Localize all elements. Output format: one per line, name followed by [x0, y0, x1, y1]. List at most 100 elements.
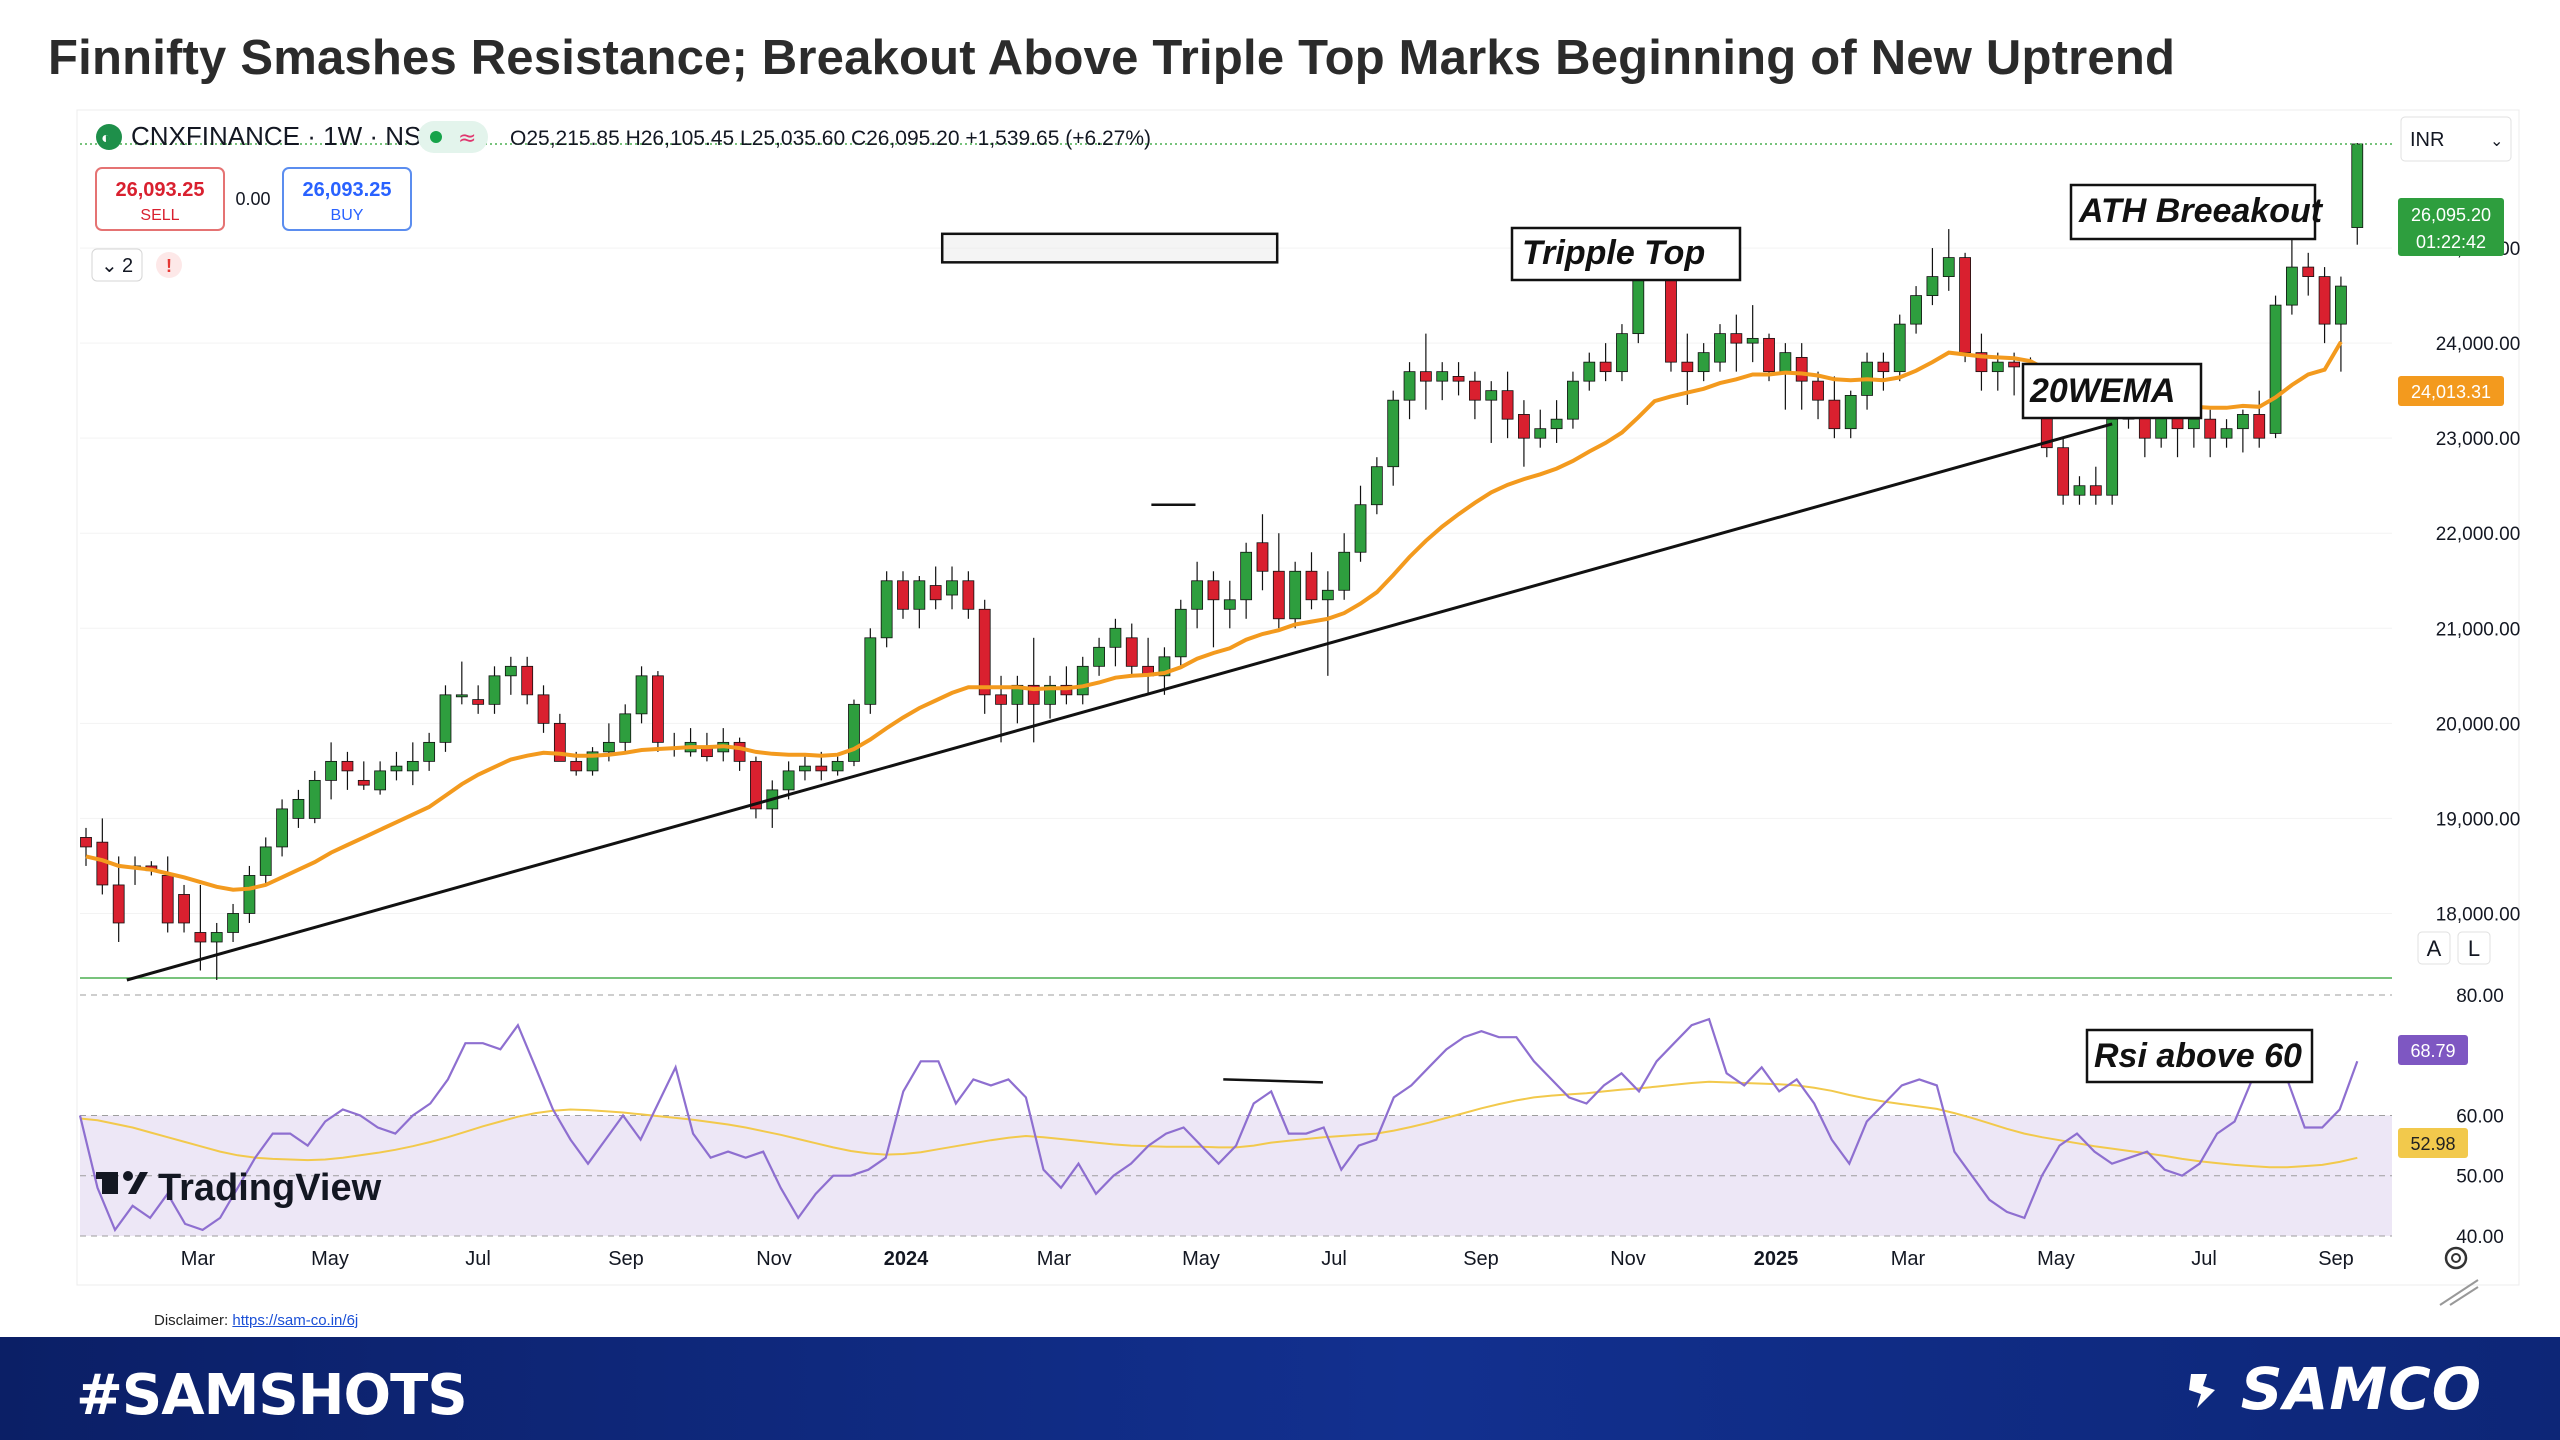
candle: [782, 761, 795, 800]
time-tick-label: Mar: [1891, 1248, 1926, 1270]
symbol-logo-icon: [96, 124, 122, 150]
candle-body-down: [2302, 266, 2315, 277]
disclaimer-link[interactable]: https://sam-co.in/6j: [232, 1312, 359, 1329]
candle: [488, 666, 501, 714]
ema-annotation[interactable]: 20WEMA: [2021, 362, 2203, 420]
candle: [2073, 476, 2086, 505]
candle: [1926, 248, 1939, 306]
indicator-count: 2: [122, 255, 133, 277]
ema-label: 20WEMA: [2029, 372, 2175, 410]
candle-body-down: [341, 760, 354, 772]
candle: [962, 571, 975, 619]
indicator-toggle[interactable]: ⌄ 2: [91, 248, 143, 282]
delay-icon: ≈: [458, 126, 476, 151]
candle: [1485, 381, 1498, 443]
buy-button[interactable]: 26,093.25 BUY: [282, 167, 412, 231]
settings-gear-icon[interactable]: [2444, 1246, 2468, 1270]
candle: [1452, 362, 1465, 396]
candle-body-up: [1910, 295, 1922, 325]
candle: [897, 571, 909, 619]
candle-body-up: [1076, 665, 1089, 696]
candle-body-up: [1534, 428, 1547, 439]
candle-body-up: [946, 580, 958, 596]
rsi-ma-line: [79, 1080, 2358, 1169]
candle-body-up: [1289, 570, 1302, 620]
ema-20-line: [85, 340, 2343, 892]
candle-body-up: [2335, 285, 2347, 325]
brand-logo[interactable]: SAMCO: [2185, 1355, 2482, 1423]
resistance-zone[interactable]: [940, 232, 1279, 264]
time-tick-label: May: [1182, 1248, 1220, 1270]
alert-icon[interactable]: !: [156, 252, 182, 278]
candle-body-up: [1436, 371, 1449, 382]
resize-handle-icon[interactable]: [2439, 1279, 2479, 1306]
trendline[interactable]: [126, 422, 2113, 982]
candle-body-down: [995, 694, 1007, 705]
tradingview-chart[interactable]: 18,000.00 19,000.00 20,000.00 21,000.00 22,0…: [0, 0, 2560, 1310]
buy-price: 26,093.25: [303, 179, 392, 201]
candle: [864, 628, 877, 714]
symbol-header: ◐ CNXFINANCE · 1W · NSE ≈ O25,215.85 H26…: [96, 121, 1151, 153]
candle-body-up: [1109, 627, 1122, 648]
rsi-tick-label: 40.00: [2456, 1227, 2504, 1248]
candle-body-up: [1616, 333, 1628, 373]
candle: [880, 571, 893, 648]
sell-button[interactable]: 26,093.25 SELL: [95, 167, 225, 231]
candle-body-down: [2057, 447, 2070, 496]
rsi-axis[interactable]: 40.00 50.00 60.00 80.00: [2456, 986, 2504, 1248]
candle: [1338, 533, 1351, 600]
candle: [1583, 352, 1596, 391]
candle: [1550, 400, 1563, 443]
candle: [1469, 371, 1481, 420]
candle: [1256, 514, 1269, 591]
log-scale-button[interactable]: L: [2457, 931, 2491, 965]
currency-select[interactable]: INR ⌄: [2400, 116, 2512, 162]
candle: [1599, 343, 1612, 382]
candle: [1207, 571, 1220, 648]
candle-body-up: [1697, 352, 1710, 373]
rsi-label: Rsi above 60: [2094, 1037, 2302, 1075]
candle: [243, 865, 256, 923]
candle-body-up: [227, 913, 239, 933]
candle-body-up: [1991, 361, 2004, 373]
auto-scale-button[interactable]: A: [2417, 931, 2451, 965]
candle: [325, 742, 338, 800]
candle: [733, 737, 746, 771]
candle: [1975, 333, 1988, 391]
candle: [652, 671, 664, 752]
candle-body-up: [1779, 352, 1792, 373]
price-tick-label: 23,000.00: [2436, 429, 2521, 450]
candle-body-up: [1583, 361, 1596, 382]
svg-text:◐: ◐: [101, 130, 111, 147]
candle: [1403, 362, 1416, 420]
candle-body-down: [1828, 399, 1841, 430]
candle-body-up: [390, 765, 403, 772]
candle: [1125, 623, 1138, 676]
candle-body-up: [880, 580, 893, 639]
candle: [1387, 390, 1400, 486]
price-tick-label: 20,000.00: [2436, 714, 2521, 735]
candle-body-up: [1370, 466, 1383, 506]
tradingview-watermark: TradingView: [96, 1167, 382, 1209]
candle-body-up: [782, 770, 795, 791]
candle: [2057, 438, 2070, 505]
triple-top-annotation[interactable]: Tripple Top: [1510, 226, 1742, 282]
rsi-line: [78, 1017, 2359, 1233]
candle: [1305, 552, 1318, 610]
candle: [80, 827, 92, 866]
time-tick-label: May: [2037, 1248, 2075, 1270]
candle-body-up: [1240, 551, 1253, 601]
candle: [2351, 142, 2364, 245]
price-axis[interactable]: 18,000.00 19,000.00 20,000.00 21,000.00 22,0…: [2436, 239, 2521, 925]
currency-value: INR: [2410, 129, 2444, 151]
candle-body-down: [1272, 570, 1285, 620]
candle-body-up: [210, 932, 223, 943]
ath-breakout-annotation[interactable]: ATH Breeakout: [2069, 183, 2324, 241]
rsi-value-tag: 68.79: [2398, 1035, 2468, 1065]
rsi-annotation[interactable]: Rsi above 60: [2085, 1028, 2314, 1084]
candle: [112, 856, 125, 942]
candle-body-up: [586, 751, 599, 772]
time-axis[interactable]: Mar May Jul Sep Nov 2024 Mar May Jul Sep Nov 2025 Ma…: [181, 1248, 2354, 1270]
rsi-ma-value: 52.98: [2410, 1134, 2455, 1154]
sell-price: 26,093.25: [116, 179, 205, 201]
